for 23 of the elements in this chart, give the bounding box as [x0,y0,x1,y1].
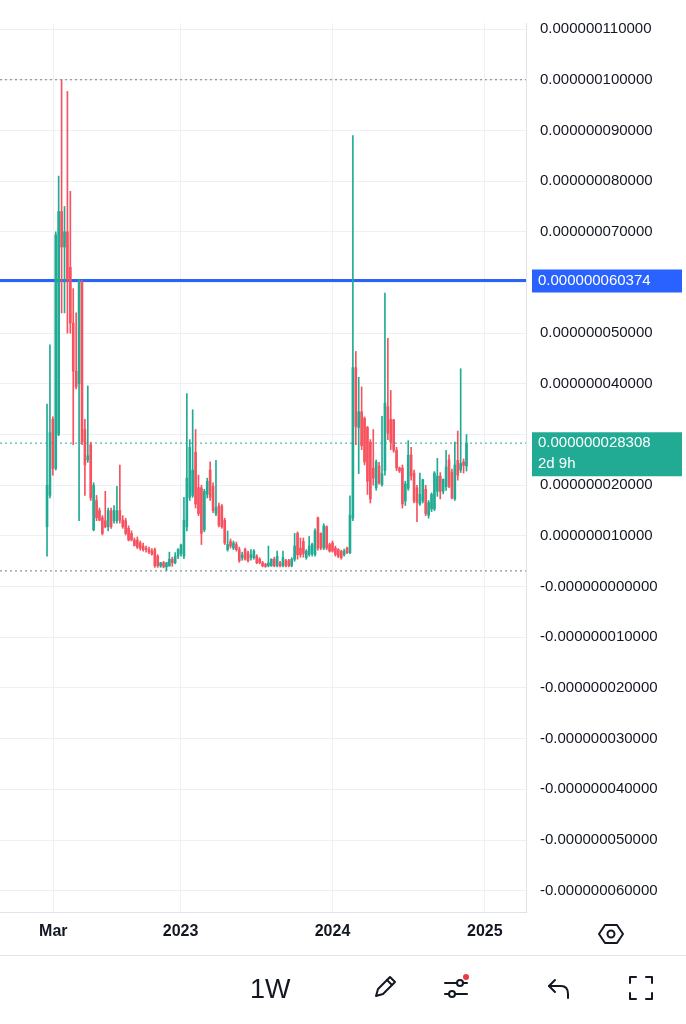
x-tick-label: Mar [39,922,68,940]
y-tick-label: 0.000000080000 [540,171,653,189]
y-tick-label: -0.000000040000 [540,779,658,797]
y-tick-label: -0.000000020000 [540,678,658,696]
x-tick-label: 2024 [314,922,351,940]
y-tick-label: 0.000000040000 [540,374,653,392]
y-tick-label: 0.000000090000 [540,120,653,138]
y-tick-label: -0.000000060000 [540,880,658,898]
y-tick-label: -0.000000030000 [540,728,658,746]
y-tick-label: 0.000000070000 [540,221,653,239]
y-tick-label: -0.000000000000 [540,576,658,594]
ref-line-label: 0.000000028308 2d 9h [538,433,651,472]
y-tick-label: 0.000000020000 [540,475,653,493]
y-tick-label: 0.000000050000 [540,323,653,341]
ref-line-label: 0.000000060374 [538,270,651,288]
y-tick-label: 0.000000110000 [540,19,652,37]
x-tick-label: 2025 [467,922,503,940]
y-tick-label: -0.000000010000 [540,627,658,645]
y-tick-label: -0.000000050000 [540,830,658,848]
text: 1W [250,974,291,1005]
y-tick-label: 0.000000010000 [540,526,653,544]
x-tick-label: 2023 [162,922,199,940]
y-tick-label: 0.000000100000 [540,69,653,87]
